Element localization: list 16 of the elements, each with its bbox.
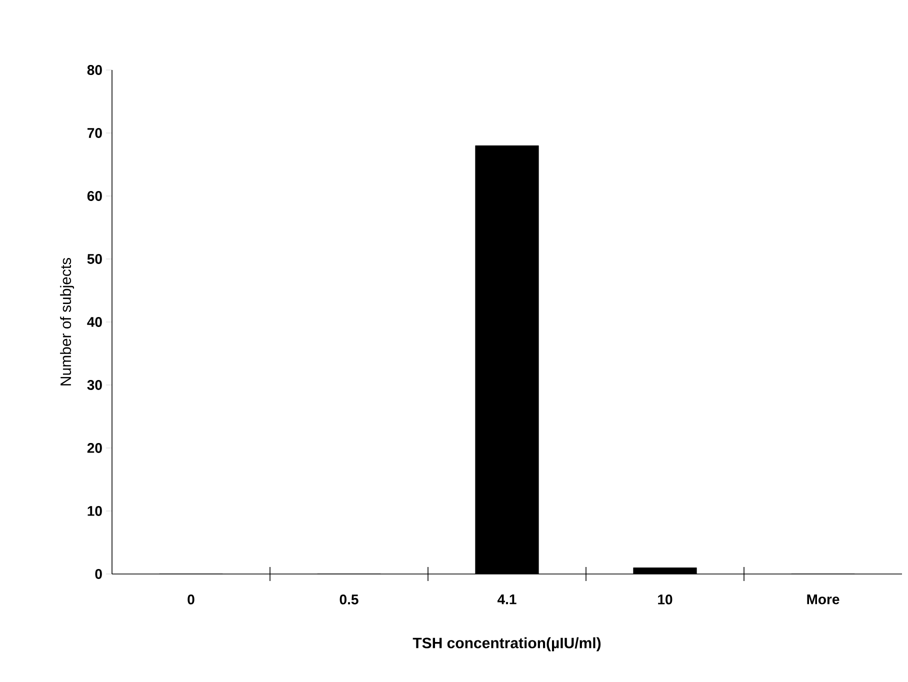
y-tick-label: 0 xyxy=(95,569,102,579)
x-tick-label: 0 xyxy=(188,594,194,604)
y-tick-label: 70 xyxy=(87,128,102,138)
x-tick-label: 0.5 xyxy=(340,594,358,604)
y-tick-label: 50 xyxy=(87,254,102,264)
x-tick-label: 4.1 xyxy=(497,594,516,604)
y-tick-label: 40 xyxy=(87,317,102,327)
y-tick-label: 30 xyxy=(87,380,102,390)
y-tick-label: 10 xyxy=(88,506,102,516)
x-axis-title: TSH concentration(µIU/ml) xyxy=(412,637,601,652)
y-tick-label: 80 xyxy=(87,65,102,75)
y-tick-label: 20 xyxy=(87,443,102,453)
y-tick-label: 60 xyxy=(87,191,102,201)
x-tick-label: More xyxy=(807,594,840,604)
y-axis-title: Number of subjects xyxy=(60,258,74,386)
x-tick-label: 10 xyxy=(658,594,672,604)
